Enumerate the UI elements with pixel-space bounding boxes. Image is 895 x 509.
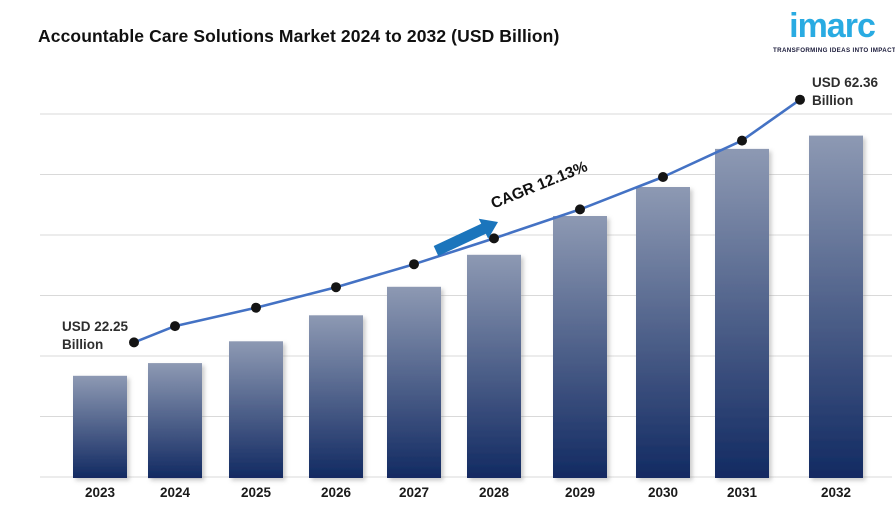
bar-2029 [553,216,607,478]
bar-2028 [467,254,521,478]
end-value-line1: USD 62.36 [812,75,879,90]
year-label-2024: 2024 [160,485,191,500]
page-title: Accountable Care Solutions Market 2024 t… [38,26,560,46]
imarc-logo: imarc TRANSFORMING IDEAS INTO IMPACT [773,6,895,54]
marker-2026 [331,282,341,293]
bar-2023 [73,375,127,478]
bar-2031 [715,148,769,478]
start-value-line1: USD 22.25 [62,319,129,334]
end-value-annotation: USD 62.36 Billion [812,74,878,110]
imarc-logo-wordmark: imarc [789,7,876,45]
bar-2027 [387,286,441,478]
year-label-2032: 2032 [821,485,851,500]
bar-2024 [148,363,202,479]
marker-2027 [409,259,419,270]
year-label-2025: 2025 [241,485,272,500]
year-label-2023: 2023 [85,485,116,500]
marker-2031 [737,135,747,146]
year-label-2026: 2026 [321,485,352,500]
marker-2028 [489,233,499,244]
marker-2023 [129,337,139,348]
cagr-arrow-icon [433,218,498,256]
marker-2030 [658,172,668,182]
year-label-2027: 2027 [399,485,429,500]
end-value-line2: Billion [812,93,854,108]
year-label-2031: 2031 [727,485,758,500]
year-label-2028: 2028 [479,485,510,500]
bar-2025 [229,341,283,478]
bar-2026 [309,315,363,478]
trend-line [132,98,802,344]
marker-2024 [170,321,180,332]
marker-2025 [251,302,261,313]
bar-2032 [809,135,863,478]
marker-2029 [575,204,585,215]
marker-2032 [795,94,805,105]
start-value-annotation: USD 22.25 Billion [62,318,128,354]
year-label-2029: 2029 [565,485,595,500]
year-label-2030: 2030 [648,485,678,500]
bar-2030 [636,187,690,478]
imarc-logo-tagline: TRANSFORMING IDEAS INTO IMPACT [773,47,895,54]
start-value-line2: Billion [62,337,104,352]
